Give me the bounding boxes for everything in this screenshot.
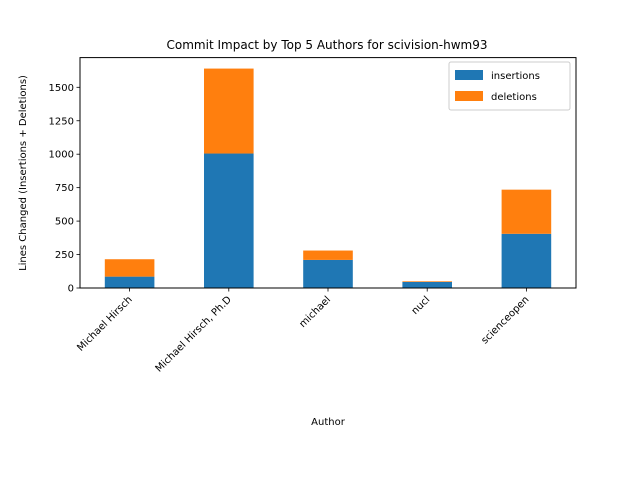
- bar-deletions-0: [104, 259, 155, 277]
- x-axis: Michael Hirsch Michael Hirsch, Ph.D michae…: [75, 288, 532, 375]
- y-tick-label: 750: [55, 183, 74, 194]
- bar-insertions-3: [402, 281, 452, 288]
- bar-insertions-1: [204, 153, 254, 288]
- bars-layer: [104, 68, 552, 288]
- y-tick-label: 1250: [49, 116, 74, 127]
- y-tick-label: 1000: [49, 150, 74, 161]
- x-tick-label: Michael Hirsch, Ph.D: [154, 294, 234, 374]
- bar-insertions-4: [501, 233, 552, 288]
- bar-deletions-1: [204, 68, 254, 154]
- y-axis-label: Lines Changed (Insertions + Deletions): [18, 75, 29, 271]
- bar-insertions-2: [303, 259, 353, 288]
- bar-deletions-4: [501, 189, 552, 234]
- legend-label-deletions: deletions: [491, 92, 537, 103]
- y-axis: 0 250 500 750 1000 1250 1500: [49, 83, 80, 295]
- legend-label-insertions: insertions: [491, 71, 540, 82]
- x-tick-label: nucl: [410, 294, 433, 317]
- legend: insertions deletions: [448, 61, 571, 111]
- x-tick-label: michael: [297, 294, 333, 330]
- chart-title: Commit Impact by Top 5 Authors for scivi…: [167, 38, 488, 52]
- y-tick-label: 250: [55, 250, 74, 261]
- y-tick-label: 1500: [49, 83, 74, 94]
- x-tick-label: scienceopen: [479, 294, 531, 346]
- bar-insertions-0: [104, 276, 155, 288]
- legend-swatch-deletions: [455, 91, 483, 101]
- legend-swatch-insertions: [455, 70, 483, 80]
- x-axis-label: Author: [311, 417, 346, 428]
- x-tick-label: Michael Hirsch: [75, 294, 134, 353]
- bar-deletions-3: [402, 281, 452, 282]
- bar-deletions-2: [303, 250, 353, 260]
- y-tick-label: 500: [55, 217, 74, 228]
- y-tick-label: 0: [68, 284, 74, 295]
- plot-frame: [79, 57, 577, 289]
